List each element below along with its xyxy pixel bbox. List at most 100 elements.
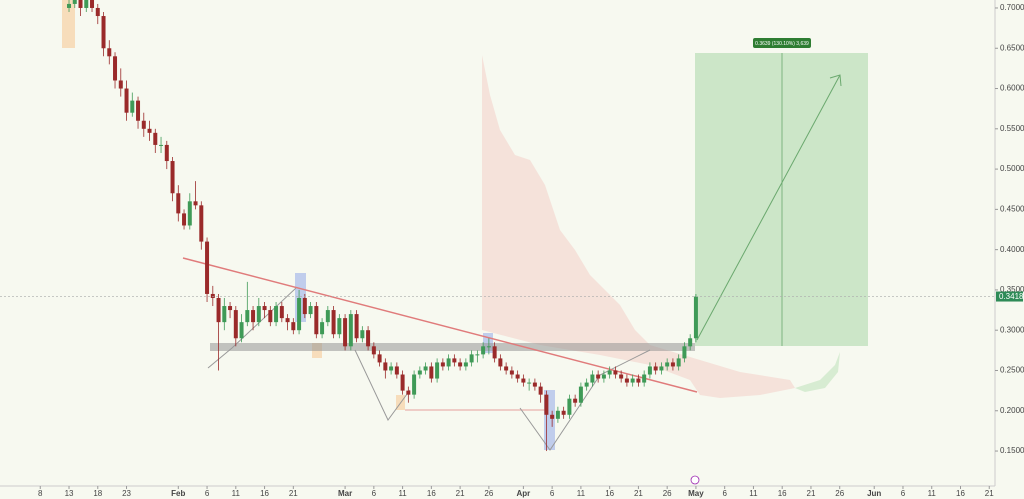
candle-body <box>406 390 411 395</box>
x-tick-label: 11 <box>232 489 241 498</box>
arrow-head <box>829 74 842 87</box>
candle-body <box>429 366 434 379</box>
candle-body <box>659 366 664 371</box>
candle-body <box>515 374 520 379</box>
highlight <box>544 390 555 450</box>
candle-body <box>302 297 307 315</box>
y-tick-label: 0.2000 <box>1000 406 1024 415</box>
candle-body <box>601 374 606 379</box>
y-tick-label: 0.3500 <box>1000 285 1024 294</box>
candle-body <box>251 310 256 323</box>
candle-body <box>596 374 601 379</box>
candle-body <box>84 0 89 8</box>
pattern <box>519 349 651 451</box>
candle-body <box>366 330 371 347</box>
candle-body <box>573 398 578 403</box>
candle-body <box>440 362 445 367</box>
candle-body <box>274 306 279 323</box>
candle-body <box>124 88 129 113</box>
y-tick-label: 0.5500 <box>1000 124 1024 133</box>
candle-body <box>486 346 491 348</box>
pattern <box>207 287 297 369</box>
candle-body <box>153 132 158 145</box>
candle-body <box>337 318 342 335</box>
candle-body <box>423 366 428 371</box>
candle-body <box>544 394 549 415</box>
x-tick-label: 11 <box>398 489 407 498</box>
candle-body <box>67 3 72 8</box>
x-tick-label: 26 <box>835 489 844 498</box>
target-zone <box>695 53 868 346</box>
candle-body <box>182 213 187 226</box>
candle-body <box>239 322 244 339</box>
x-tick-label: Apr <box>516 489 530 498</box>
candle-body <box>187 201 192 226</box>
position-label-box <box>753 38 811 48</box>
y-tick-label: 0.1500 <box>1000 446 1024 455</box>
candle-body <box>314 306 319 335</box>
last-price-box <box>996 291 1023 302</box>
x-tick-label: 23 <box>122 489 131 498</box>
candle-body <box>268 310 273 323</box>
candle-body <box>446 358 451 367</box>
candle-body <box>619 374 624 379</box>
candle-body <box>118 80 123 89</box>
candle-body <box>245 310 250 323</box>
candle-body <box>509 370 514 375</box>
candle-body <box>256 306 261 323</box>
candle-body <box>653 366 658 371</box>
candle-body <box>578 386 583 403</box>
x-tick-label: 21 <box>807 489 816 498</box>
x-tick-label: 21 <box>289 489 298 498</box>
candle-body <box>95 7 100 17</box>
candle-body <box>630 378 635 383</box>
x-tick-label: 6 <box>372 489 377 498</box>
candle-body <box>389 366 394 371</box>
candle-body <box>693 296 698 339</box>
candle-body <box>130 100 135 113</box>
candle-body <box>228 306 233 311</box>
candle-body <box>412 374 417 395</box>
candle-body <box>642 374 647 383</box>
x-tick-label: 11 <box>749 489 758 498</box>
candle-body <box>670 362 675 367</box>
candle-body <box>262 306 267 311</box>
candle-body <box>555 410 560 419</box>
candle-body <box>210 293 215 298</box>
y-tick-label: 0.4500 <box>1000 204 1024 213</box>
y-tick-label: 0.7000 <box>1000 3 1024 12</box>
event-marker[interactable] <box>690 475 700 485</box>
candle-body <box>113 56 118 81</box>
x-tick-label: 21 <box>456 489 465 498</box>
candle-body <box>647 366 652 375</box>
candle-body <box>170 161 175 194</box>
candle-body <box>383 362 388 371</box>
candle-body <box>78 0 83 8</box>
candle-body <box>417 370 422 375</box>
x-tick-label: 6 <box>205 489 210 498</box>
candle-body <box>325 310 330 323</box>
candle-body <box>567 398 572 415</box>
highlight <box>295 273 306 322</box>
candle-body <box>320 322 325 335</box>
candle-body <box>176 193 181 214</box>
x-tick-label: 26 <box>484 489 493 498</box>
x-tick-label: 11 <box>928 489 937 498</box>
candle-body <box>463 362 468 367</box>
last-price-label: 0.3418 <box>999 292 1024 301</box>
candle-body <box>550 414 555 419</box>
y-tick-label: 0.3000 <box>1000 325 1024 334</box>
candle-body <box>72 0 77 4</box>
x-tick-label: 16 <box>605 489 614 498</box>
x-tick-label: 26 <box>663 489 672 498</box>
candle-body <box>682 346 687 359</box>
trendline <box>182 257 698 393</box>
x-tick-label: Jun <box>867 489 881 498</box>
y-tick-label: 0.6500 <box>1000 43 1024 52</box>
x-tick-label: 11 <box>577 489 586 498</box>
candle-body <box>147 128 152 133</box>
candle-body <box>291 322 296 331</box>
candle-body <box>164 144 169 162</box>
candle-body <box>492 346 497 359</box>
